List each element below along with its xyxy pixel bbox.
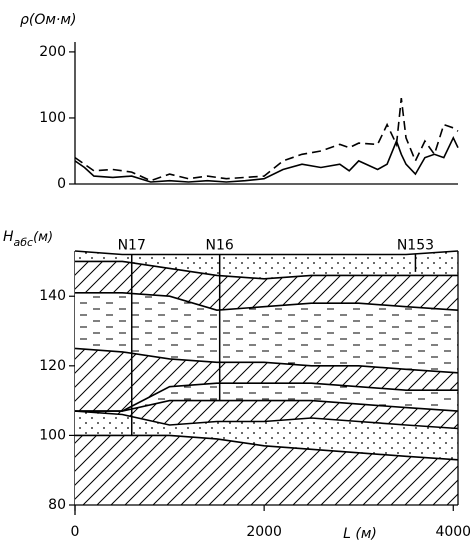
y-axis-label: Hабс(м) xyxy=(3,229,53,249)
layer xyxy=(75,435,458,505)
data-line xyxy=(74,135,459,183)
layer-boundary xyxy=(75,399,459,412)
layer-boundary xyxy=(74,250,459,256)
y-axis-label: ρ(Ом·м) xyxy=(20,12,76,28)
layer-boundary xyxy=(75,434,459,461)
layer xyxy=(75,348,458,412)
x-tick-label: 2000 xyxy=(246,524,282,540)
y-tick-label: 80 xyxy=(48,497,66,513)
y-axis-label-sub: абс xyxy=(14,236,34,249)
layer-boundary xyxy=(75,291,459,312)
y-axis-label-main: H xyxy=(3,229,14,245)
y-tick-label: 100 xyxy=(39,110,66,126)
layer-boundary xyxy=(75,382,458,412)
x-tick-label: 4000 xyxy=(435,524,470,540)
y-axis-label-unit: (м) xyxy=(33,230,53,245)
y-tick-label: 200 xyxy=(39,44,66,60)
y-tick-label: 140 xyxy=(39,288,66,304)
layer xyxy=(75,411,458,460)
layer-boundary xyxy=(74,410,459,430)
x-tick-label: 0 xyxy=(71,524,80,540)
borehole-label: N153 xyxy=(397,237,434,253)
layer xyxy=(75,292,458,373)
x-axis-label: L (м) xyxy=(343,526,377,542)
y-tick-label: 100 xyxy=(39,427,66,443)
layer xyxy=(75,261,458,311)
data-line xyxy=(74,98,459,182)
borehole-label: N17 xyxy=(118,237,146,253)
borehole-label: N16 xyxy=(206,237,234,253)
layer-boundary xyxy=(74,347,459,374)
y-tick-label: 120 xyxy=(39,358,66,374)
y-tick-label: 0 xyxy=(57,176,66,192)
layer-boundary xyxy=(75,260,458,280)
layer xyxy=(75,251,458,279)
